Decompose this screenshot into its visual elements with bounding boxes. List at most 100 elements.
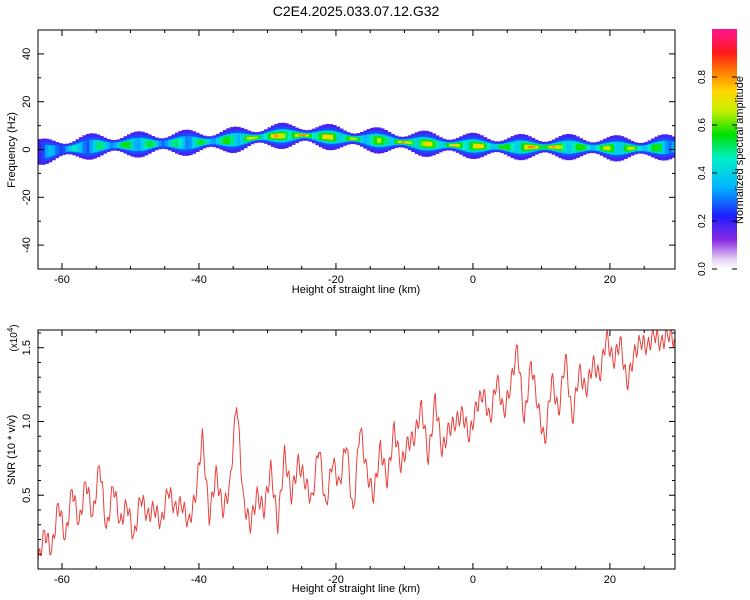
heatmap-cell <box>195 139 200 146</box>
figure-title: C2E4.2025.033.07.12.G32 <box>273 3 440 19</box>
heatmap-cell <box>527 146 532 149</box>
heatmap-cell <box>109 142 114 149</box>
colorbar-tick-label: 0.8 <box>697 70 708 84</box>
x-tick-label: -60 <box>54 274 70 286</box>
heatmap-cell <box>373 136 378 145</box>
heatmap-cell <box>356 137 361 142</box>
y-tick-label: -40 <box>21 237 33 253</box>
heatmap-cell <box>123 142 128 148</box>
heatmap-cell <box>257 135 262 139</box>
heatmap-cell <box>538 145 543 150</box>
heatmap-cell <box>503 144 508 150</box>
snr-panel: -60 -40 -20 0 20 0.5 1.0 1.5 Height of straigh… <box>6 324 676 595</box>
heatmap-cell <box>209 138 214 145</box>
heatmap-cell <box>500 144 505 149</box>
heatmap-cell <box>476 143 481 149</box>
heatmap-cell <box>561 143 567 152</box>
heatmap-cell <box>565 140 570 154</box>
spectral-ridge <box>38 122 675 165</box>
heatmap-cell <box>438 140 443 149</box>
heatmap-cell <box>236 133 241 146</box>
heatmap-cell <box>596 145 601 150</box>
heatmap-cell <box>58 144 63 155</box>
heatmap-cell <box>414 137 419 149</box>
heatmap-cell <box>168 139 173 147</box>
heatmap-cell <box>637 146 642 151</box>
heatmap-cell <box>82 141 87 154</box>
heatmap-cell <box>96 142 101 150</box>
heatmap-cell <box>349 137 354 140</box>
heatmap-cell <box>92 139 97 153</box>
heatmap-cell <box>568 140 573 154</box>
heatmap-cell <box>89 139 94 154</box>
heatmap-cell <box>555 145 560 149</box>
heatmap-cell <box>592 145 597 151</box>
heatmap-cell <box>332 133 337 142</box>
heatmap-cell <box>657 143 662 152</box>
heatmap-cell <box>603 146 608 150</box>
heatmap-cell <box>298 134 303 136</box>
heatmap-cell <box>411 139 416 146</box>
heatmap-cell <box>216 137 221 145</box>
heatmap-cell <box>644 145 649 152</box>
heatmap-cell <box>668 141 673 154</box>
heatmap-cell <box>318 132 323 140</box>
heatmap-cell <box>72 145 77 151</box>
y-tick-label: 1.5 <box>21 340 33 355</box>
heatmap-cell <box>623 144 628 152</box>
heatmap-cell <box>633 146 638 151</box>
heatmap-cell <box>144 140 149 148</box>
heatmap-cell <box>205 138 210 145</box>
heatmap-cell <box>130 138 135 151</box>
heatmap-cell <box>589 144 594 151</box>
heatmap-panel: -60 -40 -20 0 20 -40 -20 0 20 40 Height of strai… <box>6 29 676 296</box>
heatmap-cell <box>61 145 66 154</box>
heatmap-cell <box>544 145 549 149</box>
y-tick-label: 0 <box>21 146 33 152</box>
heatmap-cell <box>435 141 440 148</box>
heatmap-cell <box>65 146 70 152</box>
heatmap-cell <box>75 143 80 153</box>
heatmap-cell <box>627 146 632 150</box>
heatmap-y-ticks: -40 -20 0 20 40 <box>21 29 675 270</box>
heatmap-cell <box>496 145 501 149</box>
heatmap-cell <box>260 133 265 140</box>
heatmap-cell <box>647 145 652 151</box>
heatmap-cell <box>442 141 447 149</box>
colorbar-tick-label: 0.2 <box>697 214 708 228</box>
x-tick-label: 20 <box>604 274 616 286</box>
heatmap-cell <box>171 140 176 147</box>
heatmap-cell <box>305 134 310 137</box>
x-tick-label: 0 <box>470 274 476 286</box>
heatmap-cell <box>253 136 258 139</box>
heatmap-cell <box>229 135 234 145</box>
snr-series-line <box>38 330 675 562</box>
heatmap-cell <box>418 139 423 148</box>
heatmap-cell <box>462 142 467 150</box>
heatmap-cell <box>198 139 203 145</box>
heatmap-cell <box>394 139 399 144</box>
heatmap-cell <box>370 136 375 145</box>
heatmap-cell <box>157 140 162 147</box>
heatmap-cell <box>140 137 145 151</box>
heatmap-cell <box>240 133 245 145</box>
heatmap-cell <box>246 136 251 140</box>
heatmap-cell <box>103 141 108 150</box>
heatmap-cell <box>151 141 156 147</box>
heatmap-cell <box>185 136 190 150</box>
heatmap-cell <box>281 133 286 139</box>
heatmap-cell <box>174 139 180 147</box>
heatmap-cell <box>68 145 73 152</box>
heatmap-cell <box>301 134 306 136</box>
heatmap-cell <box>579 144 584 151</box>
heatmap-cell <box>113 142 118 148</box>
heatmap-cell <box>507 144 512 151</box>
heatmap-cell <box>106 142 111 149</box>
heatmap-cell <box>654 144 659 152</box>
heatmap-cell <box>294 133 299 137</box>
heatmap-cell <box>455 144 460 147</box>
heatmap-cell <box>551 146 556 148</box>
snr-x-ticks: -60 -40 -20 0 20 <box>54 330 645 586</box>
heatmap-cell <box>575 143 580 151</box>
heatmap-cell <box>315 133 320 140</box>
